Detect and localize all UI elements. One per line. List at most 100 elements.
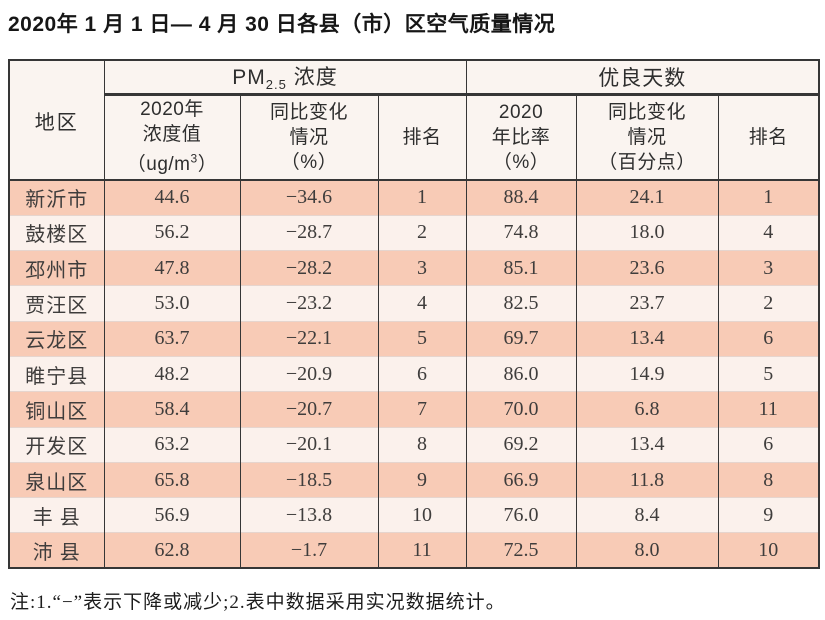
days-rank-cell: 9 (717, 497, 820, 533)
ratio-cell: 72.5 (465, 532, 577, 569)
ratio-cell: 66.9 (465, 461, 577, 498)
days-change-cell: 6.8 (575, 391, 719, 428)
region-cell: 贾汪区 (8, 285, 105, 322)
ratio-cell: 82.5 (465, 285, 577, 322)
ratio-cell: 88.4 (465, 180, 577, 216)
table-row: 邳州市 47.8 −28.2 3 85.1 23.6 3 (8, 250, 820, 286)
pm-value-cell: 44.6 (103, 180, 241, 216)
region-cell: 邳州市 (8, 250, 105, 286)
pm-change-cell: −20.9 (239, 355, 379, 392)
pm-rank-cell: 9 (377, 461, 467, 498)
pm-change-cell: −28.2 (239, 250, 379, 286)
concentration-header-lines: 2020年 浓度值 (140, 99, 204, 146)
region-cell: 云龙区 (8, 320, 105, 357)
ratio-cell: 69.2 (465, 426, 577, 463)
page-title: 2020年 1 月 1 日— 4 月 30 日各县（市）区空气质量情况 (8, 13, 556, 36)
region-column-header: 地区 (8, 60, 105, 181)
ratio-header: 2020 年比率 （%） (465, 94, 577, 181)
days-change-cell: 18.0 (575, 214, 719, 251)
region-cell: 新沂市 (8, 180, 105, 216)
region-cell: 泉山区 (8, 461, 105, 498)
region-cell: 开发区 (8, 426, 105, 463)
pm-concentration-label: 浓度 (286, 66, 338, 90)
days-rank-cell: 1 (717, 180, 820, 216)
sub-header-row: 2020年 浓度值 （ug/m3） 同比变化 情况 （%） 排名 2020 年比… (9, 94, 820, 181)
pm-value-cell: 63.2 (103, 426, 241, 463)
group-header-row: 地区 PM2.5 浓度 优良天数 (8, 60, 820, 181)
days-change-cell: 11.8 (575, 461, 719, 498)
pm-change-cell: −34.6 (239, 180, 379, 216)
ratio-cell: 69.7 (465, 320, 577, 357)
pm-change-cell: −20.1 (239, 426, 379, 463)
pm-value-cell: 53.0 (103, 285, 241, 322)
table-row: 泉山区 65.8 −18.5 9 66.9 11.8 8 (8, 461, 820, 498)
days-rank-header: 排名 (717, 94, 820, 181)
pm-change-cell: −23.2 (239, 285, 379, 322)
days-change-cell: 14.9 (575, 355, 719, 392)
pm-value-cell: 56.9 (103, 497, 241, 533)
table-row: 云龙区 63.7 −22.1 5 69.7 13.4 6 (8, 320, 820, 357)
pm-value-cell: 58.4 (103, 391, 241, 428)
region-cell: 沛 县 (8, 532, 105, 569)
pm-label: PM (232, 66, 266, 90)
pm-rank-cell: 4 (377, 285, 467, 322)
pm-rank-cell: 6 (377, 355, 467, 392)
pm-change-cell: −18.5 (239, 461, 379, 498)
pm-change-cell: −22.1 (239, 320, 379, 357)
pm-value-cell: 47.8 (103, 250, 241, 286)
region-cell: 睢宁县 (8, 355, 105, 392)
table-row: 新沂市 44.6 −34.6 1 88.4 24.1 1 (8, 180, 820, 216)
pm-rank-cell: 1 (377, 180, 467, 216)
pm-change-cell: −20.7 (239, 391, 379, 428)
table-row: 睢宁县 48.2 −20.9 6 86.0 14.9 5 (8, 355, 820, 392)
pm-rank-cell: 2 (377, 214, 467, 251)
days-rank-cell: 5 (717, 355, 820, 392)
pm-value-cell: 62.8 (103, 532, 241, 569)
table-body: 新沂市 44.6 −34.6 1 88.4 24.1 1 鼓楼区 56.2 −2… (8, 180, 820, 569)
region-cell: 鼓楼区 (8, 214, 105, 251)
days-change-cell: 8.4 (575, 497, 719, 533)
pm-change-cell: −13.8 (239, 497, 379, 533)
days-rank-cell: 4 (717, 214, 820, 251)
days-change-cell: 13.4 (575, 320, 719, 357)
pm-rank-cell: 5 (377, 320, 467, 357)
region-cell: 丰 县 (8, 497, 105, 533)
days-rank-cell: 6 (717, 426, 820, 463)
days-rank-cell: 11 (717, 391, 820, 428)
good-days-group-header: 优良天数 (465, 60, 820, 96)
pm-rank-cell: 8 (377, 426, 467, 463)
table-row: 铜山区 58.4 −20.7 7 70.0 6.8 11 (8, 391, 820, 428)
ratio-cell: 76.0 (465, 497, 577, 533)
pm-change-header: 同比变化 情况 （%） (239, 94, 379, 181)
concentration-header: 2020年 浓度值 （ug/m3） (103, 94, 241, 181)
pm-subscript: 2.5 (265, 77, 287, 93)
pm-rank-cell: 3 (377, 250, 467, 286)
pm-rank-cell: 10 (377, 497, 467, 533)
ratio-cell: 85.1 (465, 250, 577, 286)
table-row: 贾汪区 53.0 −23.2 4 82.5 23.7 2 (8, 285, 820, 322)
table-row: 沛 县 62.8 −1.7 11 72.5 8.0 10 (8, 532, 820, 569)
ratio-cell: 70.0 (465, 391, 577, 428)
days-change-cell: 24.1 (575, 180, 719, 216)
days-rank-cell: 2 (717, 285, 820, 322)
pm-value-cell: 48.2 (103, 355, 241, 392)
footnote: 注:1.“−”表示下降或减少;2.表中数据采用实况数据统计。 (10, 592, 506, 614)
pm-value-cell: 56.2 (103, 214, 241, 251)
ratio-cell: 86.0 (465, 355, 577, 392)
region-cell: 铜山区 (8, 391, 105, 428)
concentration-unit: （ug/m3） (127, 152, 218, 176)
pm-value-cell: 65.8 (103, 461, 241, 498)
pm25-group-header: PM2.5 浓度 (103, 60, 467, 96)
unit-suffix: ） (197, 154, 218, 176)
pm-change-cell: −28.7 (239, 214, 379, 251)
ratio-cell: 74.8 (465, 214, 577, 251)
days-rank-cell: 3 (717, 250, 820, 286)
unit-superscript: 3 (190, 152, 198, 167)
pm-rank-cell: 7 (377, 391, 467, 428)
days-change-header: 同比变化 情况 （百分点） (575, 94, 719, 181)
days-rank-cell: 6 (717, 320, 820, 357)
days-change-cell: 23.7 (575, 285, 719, 322)
pm-value-cell: 63.7 (103, 320, 241, 357)
days-change-cell: 23.6 (575, 250, 719, 286)
